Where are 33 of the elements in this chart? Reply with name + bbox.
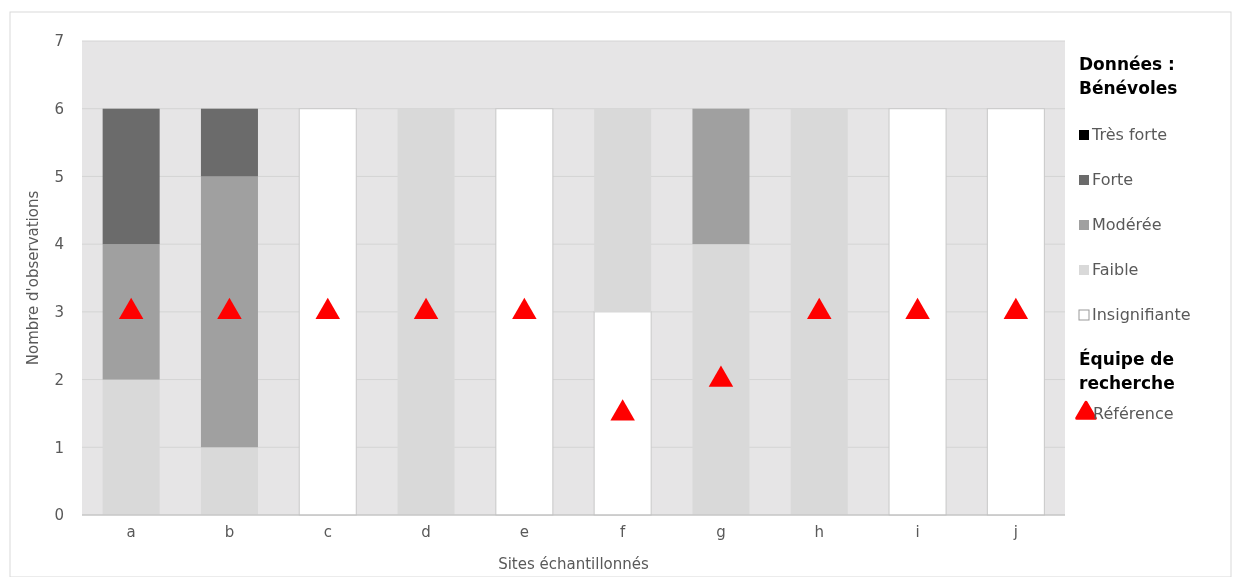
legend-label: Faible (1092, 260, 1139, 279)
legend-label: Référence (1093, 404, 1174, 423)
x-tick-label: e (519, 523, 529, 541)
y-tick-label: 2 (54, 370, 64, 389)
y-tick-label: 7 (54, 32, 64, 51)
y-axis-title: Nombre d'observations (24, 190, 42, 366)
legend-label: Insignifiante (1092, 305, 1191, 324)
y-tick-label: 6 (54, 99, 64, 118)
legend-label: Modérée (1092, 215, 1162, 234)
bar (200, 108, 258, 177)
legend-label: Forte (1092, 170, 1134, 189)
x-tick-label: j (1012, 523, 1018, 541)
x-tick-label: h (814, 523, 825, 541)
y-tick-label: 4 (54, 235, 64, 254)
x-tick-label: a (126, 523, 136, 541)
legend-title: Données : Bénévoles (1079, 54, 1178, 98)
legend-label: Très forte (1091, 125, 1168, 144)
bar (692, 108, 750, 245)
x-tick-label: i (915, 523, 920, 541)
y-tick-label: 1 (54, 438, 64, 457)
bar (102, 108, 160, 245)
x-axis-title: Sites échantillonnés (498, 555, 650, 573)
x-tick-label: g (716, 523, 726, 541)
text: Équipe de recherche (1079, 348, 1175, 393)
x-tick-label: b (224, 523, 235, 541)
bar (102, 244, 160, 380)
y-tick-label: 5 (54, 167, 64, 186)
bar (200, 176, 258, 448)
x-tick-label: c (323, 523, 332, 541)
x-tick-label: d (421, 523, 431, 541)
x-tick-label: f (620, 523, 627, 541)
y-tick-label: 0 (54, 506, 64, 525)
y-tick-label: 3 (54, 303, 64, 322)
